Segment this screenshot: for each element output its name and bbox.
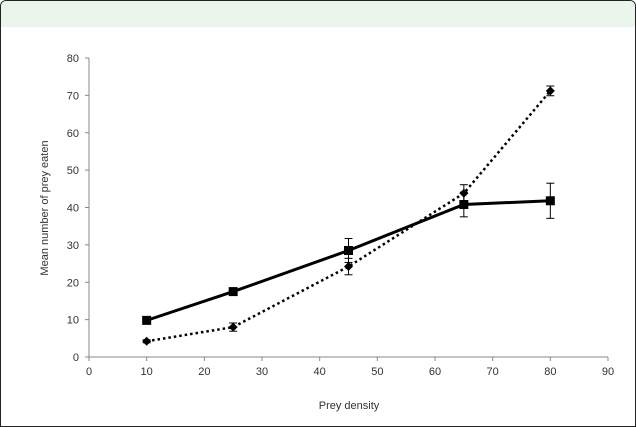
square-marker <box>344 245 353 255</box>
x-tick-label: 60 <box>429 366 441 378</box>
diamond-marker <box>228 322 238 332</box>
y-tick-label: 20 <box>67 277 79 289</box>
x-tick-label: 40 <box>314 366 326 378</box>
x-tick-label: 90 <box>602 366 614 378</box>
x-axis-title: Prey density <box>319 400 380 412</box>
y-axis-title: Mean number of prey eaten <box>39 140 51 275</box>
y-tick-label: 40 <box>67 203 79 215</box>
x-tick-label: 30 <box>256 366 268 378</box>
x-tick-label: 50 <box>371 366 383 378</box>
y-tick-label: 30 <box>67 240 79 252</box>
diamond-marker <box>459 188 469 198</box>
y-tick-label: 10 <box>67 315 79 327</box>
x-tick-label: 80 <box>544 366 556 378</box>
series-layer <box>142 85 555 346</box>
square-marker <box>545 196 555 206</box>
y-tick-label: 60 <box>67 128 79 140</box>
series-2-line <box>146 90 552 343</box>
diamond-marker <box>142 336 152 346</box>
y-tick-label: 50 <box>67 165 79 177</box>
diamond-marker <box>344 262 353 272</box>
x-tick-label: 10 <box>141 366 153 378</box>
square-marker <box>142 315 152 325</box>
square-marker <box>228 287 238 297</box>
y-tick-label: 0 <box>73 352 79 364</box>
diamond-marker <box>545 86 555 96</box>
axes: 0 10 20 30 40 50 60 70 80 90 0 10 20 30 40 50 60 70 80 <box>67 53 614 378</box>
y-tick-label: 70 <box>67 90 79 102</box>
x-tick-label: 0 <box>86 366 92 378</box>
x-tick-label: 70 <box>487 366 499 378</box>
square-marker <box>459 200 469 210</box>
x-tick-label: 20 <box>198 366 210 378</box>
y-tick-label: 80 <box>67 53 79 65</box>
header-band <box>1 1 635 27</box>
